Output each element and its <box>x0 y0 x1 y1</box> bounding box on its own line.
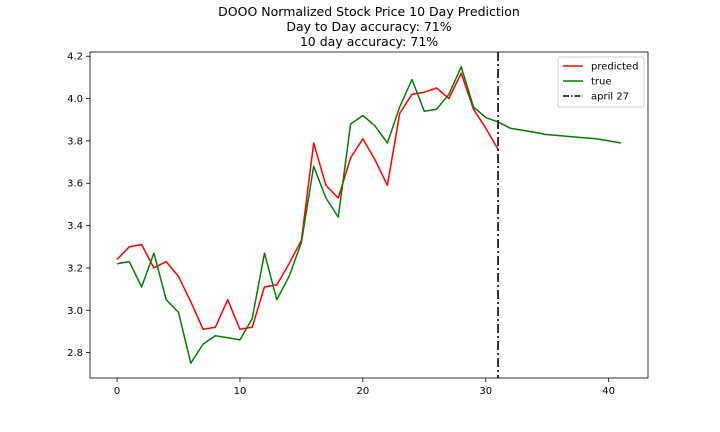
title-line-2: Day to Day accuracy: 71% <box>286 19 451 34</box>
y-tick-label: 3.8 <box>67 136 83 147</box>
x-tick-label: 0 <box>114 386 120 397</box>
y-tick-label: 4.0 <box>67 94 83 105</box>
plot-lines <box>116 52 622 378</box>
legend-box <box>557 56 645 108</box>
y-tick-label: 3.0 <box>67 306 83 317</box>
legend-label: true <box>591 77 612 88</box>
legend-label: predicted <box>591 62 638 73</box>
axes: 0 10 20 30 40 2.8 3.0 3.2 3.4 3.6 3.8 4.0 4.2 <box>67 51 649 397</box>
y-tick-label: 3.4 <box>67 221 83 232</box>
title-line-3: 10 day accuracy: 71% <box>300 34 438 49</box>
legend-label: april 27 <box>591 92 629 103</box>
y-tick-label: 4.2 <box>67 52 83 63</box>
x-tick-label: 40 <box>602 386 615 397</box>
legend: predicted true april 27 <box>557 56 645 108</box>
y-tick-label: 2.8 <box>67 348 83 359</box>
y-tick-label: 3.2 <box>67 263 83 274</box>
plot-frame <box>89 51 649 379</box>
series-line-true <box>116 66 622 364</box>
title-line-1: DOOO Normalized Stock Price 10 Day Predi… <box>218 4 520 19</box>
chart-title: DOOO Normalized Stock Price 10 Day Predi… <box>218 4 520 49</box>
x-tick-label: 20 <box>356 386 369 397</box>
x-tick-label: 10 <box>234 386 247 397</box>
x-tick-label: 30 <box>479 386 492 397</box>
series-line-predicted <box>116 72 499 331</box>
y-tick-label: 3.6 <box>67 179 83 190</box>
